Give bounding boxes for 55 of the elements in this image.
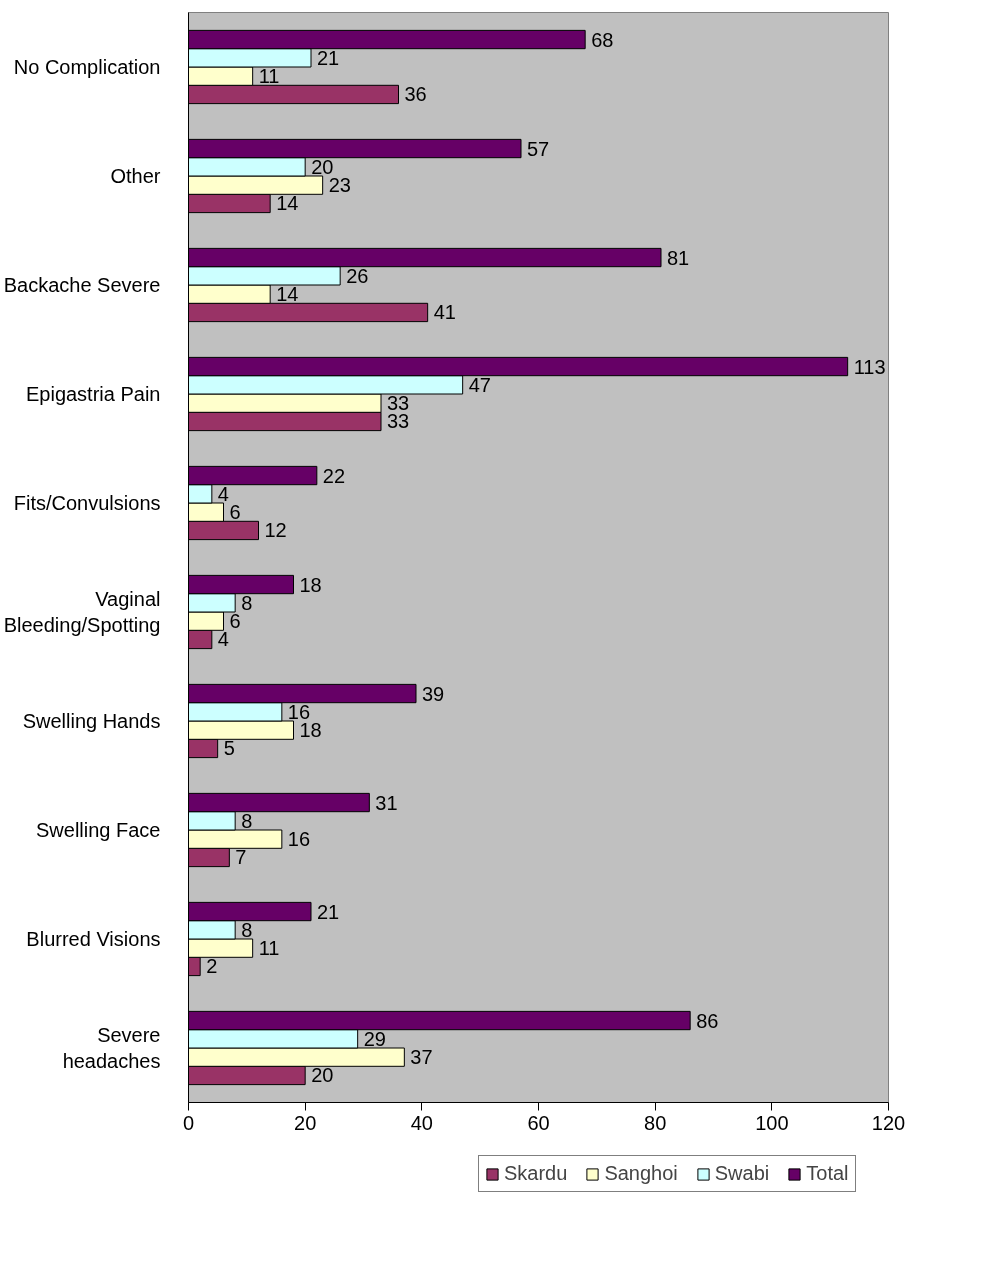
data-label: 6 (229, 501, 241, 524)
data-label: 26 (346, 264, 369, 287)
data-label: 8 (241, 591, 253, 614)
data-label: 86 (696, 1009, 719, 1032)
y-tick-label: No Complication (13, 56, 161, 78)
y-tick-label: Fits/Convulsions (13, 492, 161, 514)
y-tick-label: Vaginal Bleeding/Spotting (3, 587, 161, 637)
y-tick-label: Severe headaches (62, 1023, 161, 1073)
x-tick-label: 100 (755, 1111, 789, 1134)
data-label: 12 (264, 519, 287, 542)
y-tick-label: Epigastria Pain (25, 383, 161, 405)
data-label: 20 (311, 1064, 334, 1087)
data-label: 37 (410, 1046, 433, 1069)
data-label: 8 (241, 918, 253, 941)
legend-label: Swabi (714, 1162, 770, 1185)
legend-label: Skardu (504, 1162, 568, 1185)
data-label: 57 (527, 137, 550, 160)
y-tick-label: Blurred Visions (26, 928, 161, 950)
legend-label: Sanghoi (604, 1162, 678, 1185)
x-tick-label: 80 (644, 1111, 667, 1134)
data-label: 16 (287, 828, 311, 851)
data-label: 11 (258, 937, 280, 960)
data-label: 36 (404, 83, 427, 106)
data-label: 5 (223, 737, 235, 760)
x-tick-label: 0 (182, 1111, 195, 1134)
x-tick-label: 40 (410, 1111, 433, 1134)
data-label: 8 (241, 809, 253, 832)
data-label: 4 (217, 482, 229, 505)
data-label: 113 (853, 355, 886, 378)
data-label: 6 (229, 610, 241, 633)
x-tick-label: 20 (294, 1111, 317, 1134)
data-label: 21 (317, 900, 340, 923)
data-label: 68 (591, 28, 614, 51)
data-label: 29 (363, 1027, 386, 1050)
y-tick-label: Other (110, 165, 161, 187)
x-tick-label: 120 (871, 1111, 906, 1134)
legend-label: Total (806, 1162, 849, 1185)
data-label: 7 (235, 846, 247, 869)
data-label: 11 (258, 65, 280, 88)
data-label: 4 (217, 628, 229, 651)
y-tick-label: Backache Severe (3, 274, 161, 296)
data-label: 14 (276, 192, 299, 215)
y-tick-label: Swelling Face (36, 819, 161, 841)
data-label: 14 (276, 283, 299, 306)
data-label: 21 (317, 46, 340, 69)
x-tick-label: 60 (527, 1111, 550, 1134)
data-label: 31 (375, 791, 398, 814)
data-label: 39 (422, 682, 445, 705)
data-label: 2 (206, 955, 218, 978)
data-label: 18 (299, 573, 322, 596)
data-label: 47 (468, 373, 491, 396)
y-tick-label: Swelling Hands (22, 710, 161, 732)
data-label: 81 (667, 246, 690, 269)
data-label: 22 (322, 464, 346, 487)
data-label: 41 (433, 301, 456, 324)
